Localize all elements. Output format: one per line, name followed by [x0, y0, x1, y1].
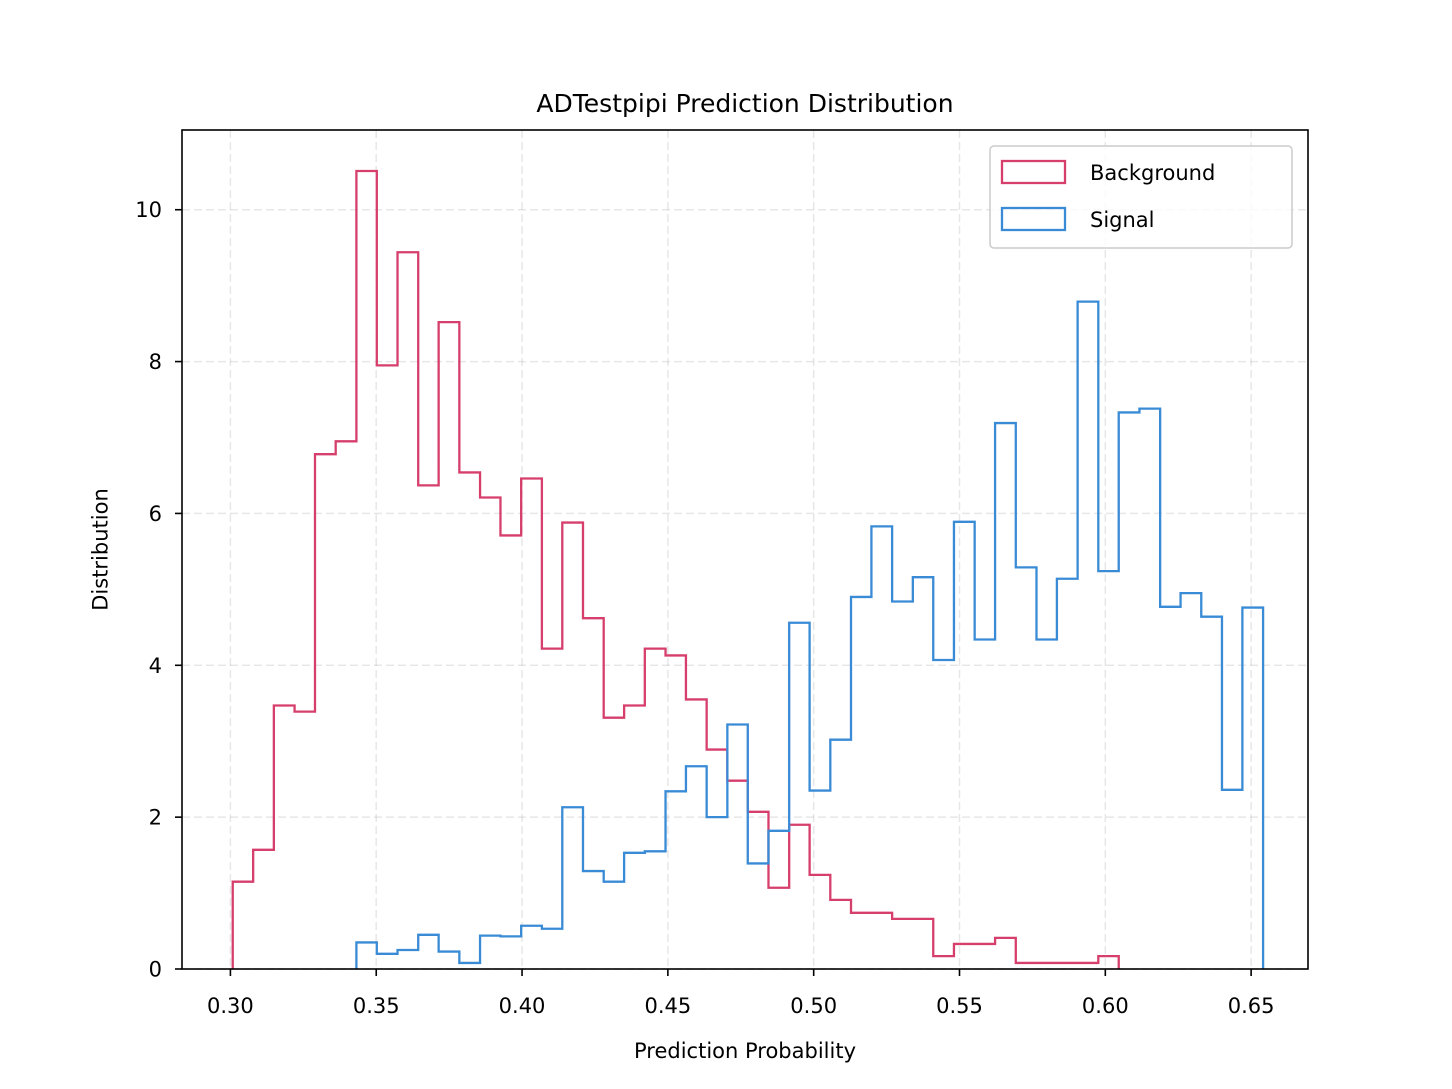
- histogram-bin-background: [459, 472, 480, 969]
- histogram-bin-signal: [480, 936, 500, 969]
- x-tick-label: 0.40: [499, 994, 546, 1018]
- histogram-bin-signal: [1078, 302, 1099, 969]
- histogram-bin-background: [233, 882, 253, 969]
- histogram-bin-signal: [604, 882, 624, 969]
- histogram-bin-signal: [562, 807, 583, 969]
- histogram-bin-background: [377, 365, 398, 969]
- x-tick-label: 0.55: [936, 994, 983, 1018]
- histogram-bin-signal: [789, 623, 809, 969]
- histogram-bin-signal: [954, 522, 975, 969]
- histogram-bin-background: [356, 171, 376, 969]
- x-tick-label: 0.45: [644, 994, 691, 1018]
- histogram-bin-background: [253, 850, 274, 969]
- histogram-bin-signal: [851, 597, 871, 969]
- histogram-bin-signal: [1201, 617, 1222, 969]
- histogram-bin-signal: [913, 577, 933, 969]
- y-axis-title: Distribution: [88, 488, 112, 611]
- x-tick-label: 0.60: [1082, 994, 1129, 1018]
- histogram-bin-background: [439, 322, 460, 969]
- histogram-bin-signal: [500, 936, 521, 969]
- x-tick-label: 0.65: [1228, 994, 1275, 1018]
- series-signal: [355, 300, 1265, 969]
- histogram-bin-signal: [1139, 409, 1160, 969]
- histogram-bin-signal: [933, 660, 954, 969]
- series-layer: [231, 169, 1265, 969]
- y-tick-label: 2: [149, 806, 162, 830]
- y-tick-label: 10: [135, 198, 162, 222]
- histogram-bin-signal: [686, 766, 707, 969]
- histogram-bin-signal: [1057, 579, 1078, 969]
- legend-label-background: Background: [1090, 161, 1215, 185]
- histogram-bin-background: [521, 479, 542, 969]
- histogram-bin-signal: [810, 791, 831, 969]
- histogram-bin-signal: [356, 942, 376, 969]
- y-axis-ticks: 0 2 4 6 8 10: [135, 198, 182, 982]
- y-tick-label: 4: [149, 654, 162, 678]
- histogram-bin-background: [398, 252, 419, 969]
- histogram-bin-signal: [1098, 571, 1118, 969]
- histogram-bin-background: [295, 712, 315, 969]
- legend-swatch-background: [1000, 159, 1067, 185]
- histogram-bin-signal: [995, 423, 1016, 969]
- histogram-bin-signal: [666, 791, 686, 969]
- histogram-bin-signal: [1016, 567, 1037, 969]
- histogram-bin-background: [315, 454, 336, 969]
- histogram-bin-background: [480, 497, 500, 969]
- y-tick-label: 8: [149, 350, 162, 374]
- chart-title: ADTestpipi Prediction Distribution: [536, 89, 953, 118]
- legend-entries: Background Signal: [1000, 159, 1215, 232]
- histogram-bin-signal: [727, 725, 747, 969]
- x-axis-ticks: 0.30 0.35 0.40 0.45 0.50 0.55 0.60 0.65: [207, 969, 1275, 1018]
- x-tick-label: 0.30: [207, 994, 254, 1018]
- histogram-bin-signal: [1036, 639, 1056, 969]
- histogram-bin-signal: [459, 963, 480, 969]
- histogram-bin-signal: [748, 863, 769, 969]
- histogram-bin-signal: [645, 851, 666, 969]
- histogram-bin-signal: [377, 954, 398, 969]
- histogram-bin-signal: [1181, 593, 1202, 969]
- histogram-bin-signal: [1222, 790, 1242, 969]
- histogram-bin-signal: [768, 831, 789, 969]
- histogram-bin-background: [542, 649, 562, 969]
- histogram-step-signal: [355, 300, 1265, 969]
- histogram-bin-signal: [521, 926, 542, 969]
- histogram-bin-signal: [892, 602, 913, 969]
- x-tick-label: 0.35: [353, 994, 400, 1018]
- series-background: [231, 169, 1120, 969]
- histogram-bin-signal: [871, 526, 892, 969]
- histogram-bin-signal: [830, 740, 851, 969]
- histogram-bin-background: [274, 706, 295, 969]
- histogram-bin-signal: [398, 950, 419, 969]
- legend-swatch-signal: [1000, 206, 1067, 232]
- histogram-bin-signal: [439, 952, 460, 969]
- histogram-bin-signal: [1119, 412, 1140, 969]
- histogram-bin-signal: [583, 871, 604, 969]
- histogram-bin-background: [418, 485, 438, 969]
- y-tick-label: 0: [149, 958, 162, 982]
- x-tick-label: 0.50: [790, 994, 837, 1018]
- histogram-bin-background: [336, 441, 357, 969]
- histogram-bin-signal: [1242, 608, 1263, 969]
- legend: Background Signal: [989, 145, 1293, 249]
- plot-frame: [181, 129, 1309, 970]
- histogram-step-background: [231, 169, 1120, 969]
- y-tick-label: 6: [149, 502, 162, 526]
- histogram-bin-signal: [624, 853, 645, 969]
- histogram-bin-signal: [1160, 607, 1180, 969]
- x-axis-title: Prediction Probability: [634, 1039, 856, 1063]
- histogram-bin-signal: [975, 639, 995, 969]
- histogram-bin-background: [500, 535, 521, 969]
- histogram-bin-signal: [542, 929, 562, 969]
- histogram-bin-signal: [707, 817, 728, 969]
- histogram-bin-signal: [418, 935, 438, 969]
- legend-label-signal: Signal: [1090, 208, 1155, 232]
